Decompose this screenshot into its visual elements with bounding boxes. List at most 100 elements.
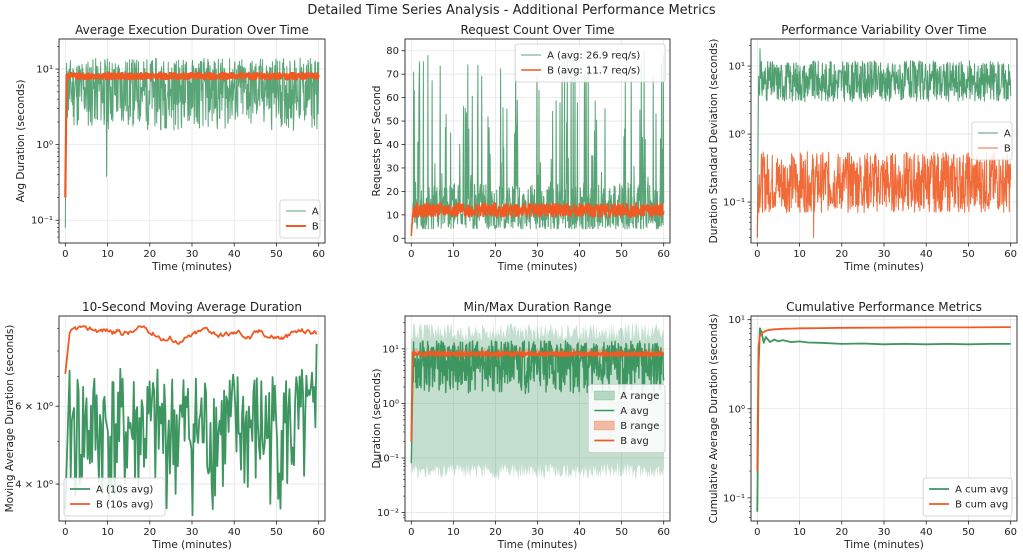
x-tick-label: 50: [962, 527, 975, 538]
series-line-1: [64, 343, 318, 517]
figure-title: Detailed Time Series Analysis - Addition…: [307, 3, 716, 18]
x-tick-label: 50: [615, 527, 628, 538]
legend-label: A (10s avg): [96, 485, 153, 496]
x-tick-label: 60: [312, 249, 325, 260]
x-tick-label: 10: [793, 249, 806, 260]
plot-area: [756, 48, 1012, 239]
x-tick-label: 30: [878, 527, 891, 538]
y-tick-label: 10⁰: [382, 399, 399, 410]
x-tick-label: 40: [920, 249, 933, 260]
x-tick-label: 0: [754, 527, 760, 538]
y-axis-label: Duration (seconds): [371, 368, 383, 468]
x-tick-label: 60: [1004, 249, 1017, 260]
x-tick-label: 10: [101, 527, 114, 538]
legend: A (10s avg) B (10s avg): [63, 477, 166, 517]
y-tick-label: 6 × 10⁰: [15, 402, 53, 413]
series-line-2: [410, 350, 665, 442]
series-line-1: [756, 327, 1011, 512]
x-tick-label: 20: [489, 527, 502, 538]
y-tick-label: 10⁰: [728, 404, 745, 415]
legend-label: B range: [620, 421, 659, 432]
y-axis-label: Cumulative Average Duration (seconds): [708, 314, 720, 524]
y-tick-label: 10: [386, 210, 399, 221]
x-tick-label: 0: [754, 249, 760, 260]
y-tick-label: 10⁻¹: [723, 493, 745, 504]
legend: A (avg: 26.9 req/s) B (avg: 11.7 req/s): [514, 43, 666, 83]
y-axis-label: Duration Standard Deviation (seconds): [708, 39, 720, 244]
series-line-1: [410, 340, 665, 464]
y-tick-label: 50: [386, 117, 399, 128]
series-line-1: [410, 50, 665, 230]
subplot-6: Cumulative Performance Metrics 0 10 20 30 40 5…: [708, 300, 1018, 551]
legend: AB: [971, 121, 1013, 161]
y-tick-label: 10⁻²: [377, 508, 399, 519]
plot-area: [64, 57, 320, 228]
legend-label: B cum avg: [955, 500, 1008, 511]
subplot-title: Cumulative Performance Metrics: [786, 300, 982, 314]
axes-frame: [58, 315, 326, 522]
legend: A cum avg B cum avg: [922, 477, 1013, 517]
series-line-2: [64, 71, 320, 198]
subplot-3: Performance Variability Over Time 0 10 20 30…: [708, 23, 1018, 273]
y-tick-label: 4 × 10⁰: [15, 480, 53, 491]
x-tick-label: 30: [186, 527, 199, 538]
x-tick-label: 30: [531, 527, 544, 538]
y-tick-label: 20: [386, 187, 399, 198]
axes-frame: [750, 38, 1018, 244]
x-tick-label: 50: [270, 249, 283, 260]
x-tick-label: 0: [62, 527, 68, 538]
plot-area: [756, 326, 1011, 512]
y-tick-label: 10¹: [36, 65, 53, 76]
axes-frame: [404, 38, 671, 244]
series-line-1: [64, 57, 320, 228]
plot-area: [64, 325, 318, 517]
y-axis-label: Moving Average Duration (seconds): [4, 325, 16, 513]
y-tick-label: 10¹: [728, 315, 745, 326]
legend-label: B (avg: 11.7 req/s): [547, 66, 640, 77]
y-tick-label: 80: [386, 46, 399, 57]
y-tick-label: 70: [386, 70, 399, 81]
legend-box: [514, 43, 666, 83]
x-tick-label: 0: [62, 249, 68, 260]
series-line-2: [64, 325, 318, 374]
x-tick-label: 50: [962, 249, 975, 260]
y-tick-label: 10⁻¹: [31, 216, 53, 227]
x-axis-label: Time (minutes): [151, 261, 232, 273]
series-line-1: [756, 48, 1012, 238]
series-line-2: [756, 326, 1011, 472]
legend-label: B (10s avg): [96, 500, 153, 511]
x-tick-label: 20: [143, 249, 156, 260]
x-tick-label: 60: [1004, 527, 1017, 538]
x-tick-label: 20: [835, 249, 848, 260]
x-tick-label: 50: [270, 527, 283, 538]
x-tick-label: 10: [447, 527, 460, 538]
legend: A range A avg B range B avg: [587, 384, 666, 453]
subplot-title: Min/Max Duration Range: [464, 300, 612, 314]
axes-frame: [750, 315, 1018, 522]
y-tick-label: 10⁻¹: [723, 198, 745, 209]
y-tick-label: 10¹: [382, 344, 399, 355]
x-tick-label: 60: [657, 249, 670, 260]
subplot-title: Performance Variability Over Time: [781, 23, 986, 37]
legend-box: [63, 477, 166, 517]
x-axis-label: Time (minutes): [843, 539, 924, 551]
x-tick-label: 10: [101, 249, 114, 260]
plot-area: [410, 50, 665, 237]
legend-label: B: [312, 222, 319, 233]
subplot-title: Average Execution Duration Over Time: [75, 23, 309, 37]
legend-label: A avg: [620, 406, 648, 417]
subplot-4: 10-Second Moving Average Duration 0 10 20 30…: [4, 300, 326, 551]
y-axis-label: Avg Duration (seconds): [15, 80, 27, 203]
axes-frame: [58, 38, 326, 244]
legend-label: B avg: [620, 436, 648, 447]
x-axis-label: Time (minutes): [497, 539, 578, 551]
subplot-5: Min/Max Duration Range 0 10 20 30 40 50 60 10⁻² 1…: [371, 300, 671, 551]
y-tick-label: 10⁻¹: [377, 453, 399, 464]
x-tick-label: 50: [615, 249, 628, 260]
y-tick-label: 0: [393, 234, 399, 245]
x-tick-label: 30: [186, 249, 199, 260]
legend-box: [587, 384, 666, 453]
legend-label: B: [1004, 144, 1011, 155]
legend-label: A: [1004, 129, 1011, 140]
